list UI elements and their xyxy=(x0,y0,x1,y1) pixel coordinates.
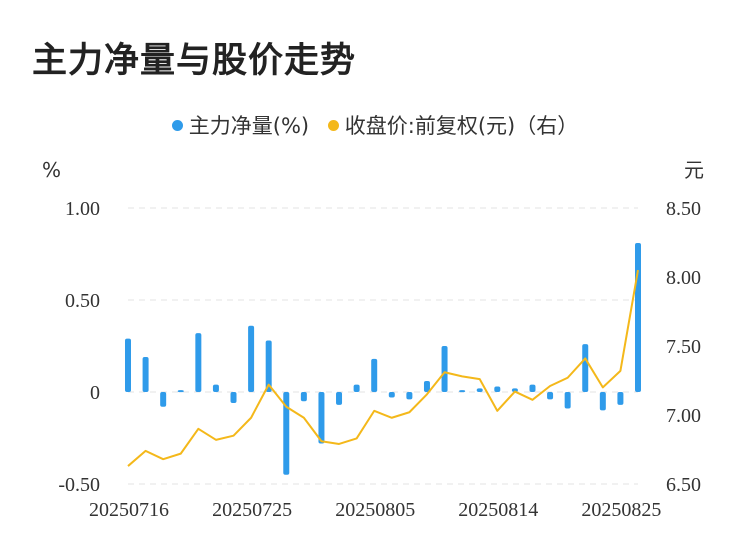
line-layer xyxy=(127,269,639,467)
bar xyxy=(564,392,571,409)
bar xyxy=(582,344,589,392)
right-tick-label: 8.50 xyxy=(666,198,701,220)
legend-dot-line xyxy=(327,119,339,131)
legend-label-net-volume: 主力净量(%) xyxy=(188,114,310,138)
x-tick-label: 20250814 xyxy=(458,499,538,521)
bar xyxy=(599,392,606,411)
bar xyxy=(336,392,343,405)
chart-title: 主力净量与股价走势 xyxy=(32,41,357,81)
bar xyxy=(248,325,255,392)
legend: 主力净量(%) 收盘价:前复权(元)（右） xyxy=(0,110,750,140)
right-tick-label: 8.00 xyxy=(666,267,701,289)
bar xyxy=(617,392,624,405)
bar xyxy=(353,384,360,392)
left-tick-label: 0 xyxy=(90,382,100,404)
close-price-line xyxy=(127,269,639,467)
legend-item-close-price[interactable]: 收盘价:前复权(元)（右） xyxy=(327,110,579,140)
bar xyxy=(230,392,237,404)
bar xyxy=(494,386,501,392)
bar xyxy=(300,392,307,402)
bar xyxy=(160,392,167,407)
bar xyxy=(283,392,290,475)
bar xyxy=(511,388,518,392)
bar xyxy=(459,390,466,393)
legend-dot-bar xyxy=(171,119,183,131)
bar xyxy=(318,392,325,444)
left-unit-label: % xyxy=(42,158,61,182)
bar xyxy=(177,390,184,393)
bar xyxy=(195,333,202,392)
grid-layer xyxy=(128,207,638,485)
legend-label-close-price: 收盘价:前复权(元)（右） xyxy=(344,114,579,138)
x-tick-label: 20250805 xyxy=(335,499,415,521)
bar xyxy=(635,242,641,392)
bar xyxy=(441,346,448,392)
bar xyxy=(212,384,219,392)
legend-item-net-volume[interactable]: 主力净量(%) xyxy=(171,110,310,140)
axis-layer: 1.00 0.50 0 -0.50 8.50 8.00 7.50 7.00 6.50% 元 2025… xyxy=(42,158,704,521)
x-tick-label: 20250716 xyxy=(89,499,169,521)
bar xyxy=(371,358,378,392)
x-tick-label: 20250825 xyxy=(581,499,661,521)
right-unit-label: 元 xyxy=(684,158,704,182)
left-tick-label: 1.00 xyxy=(65,198,100,220)
bar xyxy=(125,338,131,392)
bar xyxy=(406,392,413,400)
bar xyxy=(529,384,536,392)
left-tick-label: -0.50 xyxy=(58,474,100,496)
bar xyxy=(476,388,483,392)
bars-layer xyxy=(125,242,641,475)
right-tick-label: 7.00 xyxy=(666,405,701,427)
bar xyxy=(547,392,554,400)
x-tick-label: 20250725 xyxy=(212,499,292,521)
right-tick-label: 7.50 xyxy=(666,336,701,358)
bar xyxy=(388,392,395,398)
bar xyxy=(142,357,149,392)
left-tick-label: 0.50 xyxy=(65,290,100,312)
bar xyxy=(423,380,430,392)
bar xyxy=(265,340,272,392)
right-tick-label: 6.50 xyxy=(666,474,701,496)
